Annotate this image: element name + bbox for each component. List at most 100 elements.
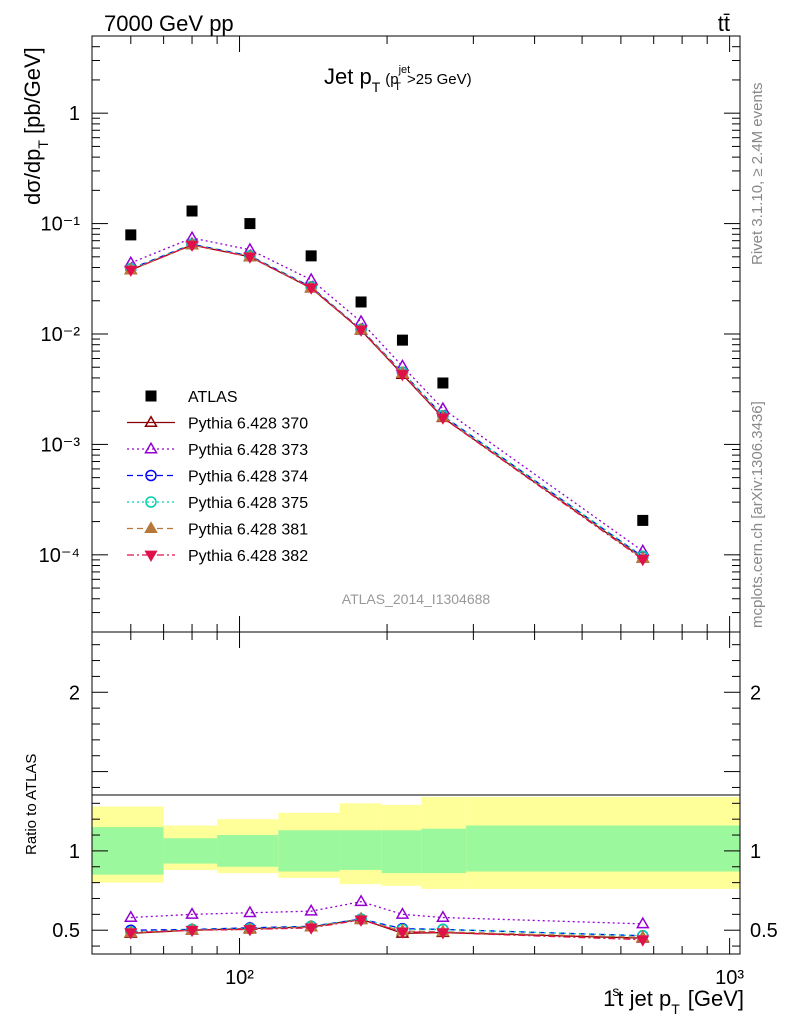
ratio-ylabel: Ratio to ATLAS xyxy=(23,754,40,855)
main-ytick-label: 10⁻¹ xyxy=(41,214,81,236)
ratio-band-green xyxy=(278,830,340,872)
main-data-point xyxy=(185,240,199,252)
ratio-data-point xyxy=(354,894,368,907)
ratio-data-point xyxy=(185,925,199,938)
main-ylabel-text: dσ/dp xyxy=(20,149,45,205)
ratio-data-point xyxy=(304,923,318,935)
ratio-band-green xyxy=(163,838,218,864)
main-panel: 110⁻¹10⁻²10⁻³10⁻⁴ Jet pT (pjet T >25 GeV) d… xyxy=(20,35,741,633)
legend-marker xyxy=(144,441,158,454)
main-data-point xyxy=(305,250,317,262)
main-axis-ticks: 1 10⁻¹ 10⁻² 10⁻³ 10⁻⁴ xyxy=(39,35,740,633)
ratio-xlabel-sub: T xyxy=(671,1001,680,1017)
main-data-point xyxy=(437,377,449,389)
main-ylabel-sub: T xyxy=(35,140,51,149)
main-data-point xyxy=(436,413,450,425)
main-data-point xyxy=(355,296,367,308)
legend-label: Pythia 6.428 374 xyxy=(188,469,308,486)
legend-label: ATLAS xyxy=(188,389,238,406)
main-title-cut-rest: >25 GeV) xyxy=(407,71,472,88)
main-series-line xyxy=(130,237,644,552)
ratio-data-point xyxy=(124,910,138,923)
ratio-data-point xyxy=(436,928,450,940)
main-ytick-label: 10⁻³ xyxy=(41,434,81,456)
legend-label: Pythia 6.428 381 xyxy=(188,522,308,539)
ratio-ytick-label: 1 xyxy=(69,841,80,863)
main-series-group xyxy=(124,205,650,567)
ratio-ytick-label-right: 0.5 xyxy=(750,920,778,942)
ratio-data-point xyxy=(354,915,368,927)
main-data-point xyxy=(244,218,256,230)
ratio-data-point xyxy=(395,927,409,939)
main-data-point xyxy=(354,325,368,337)
legend-label: Pythia 6.428 375 xyxy=(188,495,308,512)
ratio-data-point xyxy=(243,925,257,937)
legend-marker xyxy=(145,469,157,482)
ratio-bands xyxy=(92,796,740,889)
ratio-band-green xyxy=(466,825,740,872)
ratio-ytick-label-right: 1 xyxy=(750,841,761,863)
main-ytick-label: 1 xyxy=(69,103,80,125)
legend-label: Pythia 6.428 382 xyxy=(188,548,308,565)
ratio-xlabel-sup: s xyxy=(612,983,619,999)
ratio-series-line xyxy=(130,900,643,925)
ratio-data-point xyxy=(436,910,450,923)
main-data-point xyxy=(636,554,650,567)
ratio-data-point xyxy=(635,916,650,929)
rivet-label: Rivet 3.1.10, ≥ 2.4M events xyxy=(749,83,766,266)
main-ytick-label: 10⁻² xyxy=(41,324,81,346)
main-title-sub: T xyxy=(372,79,381,95)
main-data-point xyxy=(125,229,137,241)
main-ylabel-unit: [pb/GeV] xyxy=(20,47,45,134)
main-ytick-label: 10⁻⁴ xyxy=(39,545,80,567)
ratio-band-green xyxy=(339,830,382,870)
ratio-data-point xyxy=(636,935,650,947)
legend-label: Pythia 6.428 373 xyxy=(188,442,308,459)
legend-marker xyxy=(145,390,157,402)
ratio-ytick-label: 2 xyxy=(69,682,80,704)
ratio-axis-ticks: 10² 10³ 0.5 0.5 1 1 2 2 xyxy=(52,632,778,989)
main-ylabel: dσ/dpT [pb/GeV] xyxy=(20,47,51,205)
main-title-text: Jet p xyxy=(324,64,372,89)
process-label: tt̄ xyxy=(718,11,730,36)
mcplots-label: mcplots.cern.ch [arXiv:1306.3436] xyxy=(749,401,766,628)
main-data-point xyxy=(124,265,138,277)
ratio-xtick-label: 10² xyxy=(225,967,254,989)
ratio-xlabel-num: 1 xyxy=(603,986,615,1011)
ratio-xlabel: 1st jet pT [GeV] xyxy=(603,983,744,1017)
main-title: Jet pT (pjet T >25 GeV) xyxy=(324,64,472,95)
analysis-watermark: ATLAS_2014_I1304688 xyxy=(342,591,491,607)
main-data-point xyxy=(395,370,409,382)
ratio-series-line xyxy=(130,918,643,937)
ratio-data-point xyxy=(304,903,318,916)
main-data-point xyxy=(637,514,649,526)
main-data-point xyxy=(304,283,318,295)
ratio-data-point xyxy=(124,928,138,940)
legend-label: Pythia 6.428 370 xyxy=(188,416,308,433)
ratio-data-point xyxy=(185,907,199,919)
ratio-band-green xyxy=(217,835,279,867)
ratio-series-group xyxy=(124,894,650,947)
energy-label: 7000 GeV pp xyxy=(104,11,234,36)
ratio-ytick-label: 0.5 xyxy=(52,920,80,942)
legend-marker xyxy=(144,550,158,562)
legend-marker xyxy=(144,521,158,533)
main-data-point xyxy=(243,252,257,264)
ratio-xlabel-unit: [GeV] xyxy=(688,986,744,1011)
legend-marker xyxy=(145,496,157,508)
ratio-band-green xyxy=(421,828,467,874)
main-title-cut: (p xyxy=(385,71,398,88)
ratio-data-point xyxy=(243,905,257,918)
legend-marker xyxy=(144,415,158,427)
main-data-point xyxy=(186,205,198,217)
main-title-cut-sup: jet xyxy=(398,64,411,76)
main-data-point xyxy=(396,334,408,346)
main-title-cut-sub: T xyxy=(394,81,401,93)
ratio-series-line xyxy=(130,919,643,941)
ratio-ytick-label-right: 2 xyxy=(750,682,761,704)
main-series-line xyxy=(130,244,644,560)
ratio-data-point xyxy=(395,907,410,919)
